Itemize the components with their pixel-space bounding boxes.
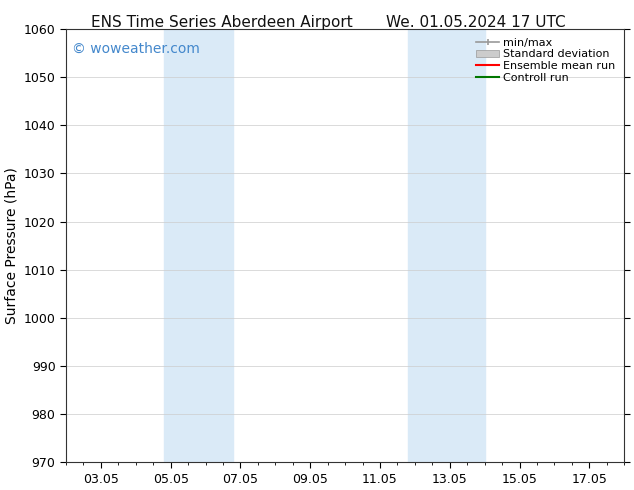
Bar [164,29,233,463]
Bar [408,29,485,463]
Y-axis label: Surface Pressure (hPa): Surface Pressure (hPa) [4,167,18,324]
Text: ENS Time Series Aberdeen Airport: ENS Time Series Aberdeen Airport [91,15,353,30]
Legend: min/max, Standard deviation, Ensemble mean run, Controll run: min/max, Standard deviation, Ensemble me… [473,34,619,86]
Text: We. 01.05.2024 17 UTC: We. 01.05.2024 17 UTC [385,15,566,30]
Text: © woweather.com: © woweather.com [72,42,200,56]
